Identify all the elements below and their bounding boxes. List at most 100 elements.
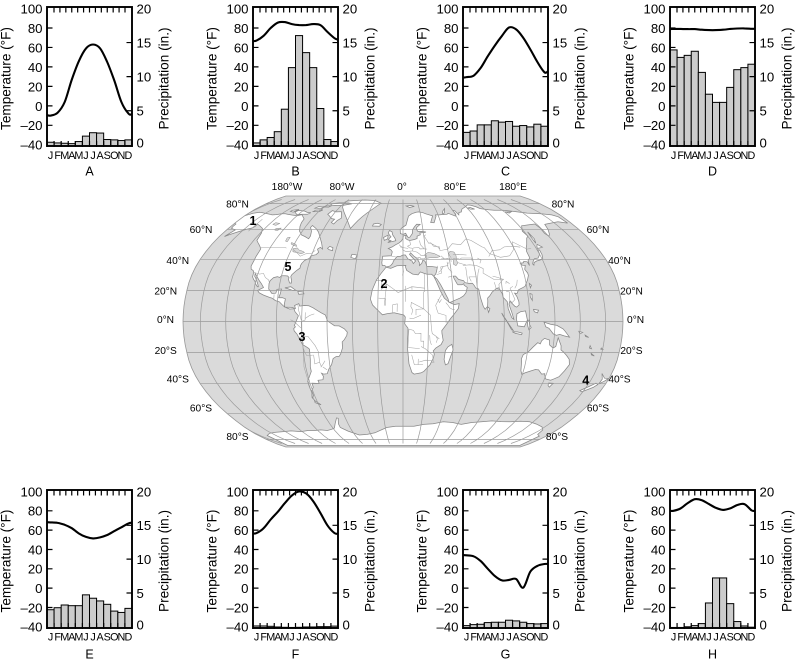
- svg-text:20: 20: [651, 79, 666, 94]
- svg-text:O: O: [316, 150, 324, 162]
- svg-text:M: M: [74, 632, 83, 644]
- svg-text:–20: –20: [436, 600, 458, 615]
- svg-text:D: D: [541, 150, 549, 162]
- svg-text:A: A: [720, 632, 728, 644]
- svg-text:100: 100: [643, 1, 665, 16]
- svg-text:80: 80: [28, 21, 43, 36]
- svg-text:M: M: [280, 150, 289, 162]
- svg-text:20: 20: [553, 484, 568, 499]
- svg-text:20: 20: [444, 79, 459, 94]
- svg-text:F: F: [54, 150, 61, 162]
- svg-text:J: J: [713, 150, 718, 162]
- svg-text:Precipitation (in.): Precipitation (in.): [157, 510, 172, 612]
- svg-text:M: M: [74, 150, 83, 162]
- svg-text:N: N: [533, 632, 541, 644]
- svg-text:J: J: [506, 150, 511, 162]
- svg-text:D: D: [331, 632, 339, 644]
- svg-text:1: 1: [250, 214, 257, 228]
- svg-text:80: 80: [651, 21, 666, 36]
- svg-text:J: J: [499, 150, 504, 162]
- svg-text:O: O: [316, 632, 324, 644]
- svg-text:–20: –20: [226, 600, 248, 615]
- svg-text:0: 0: [553, 136, 560, 151]
- svg-text:80: 80: [28, 504, 43, 519]
- svg-text:–40: –40: [20, 620, 42, 635]
- svg-text:J: J: [83, 632, 88, 644]
- svg-text:J: J: [48, 150, 53, 162]
- svg-text:15: 15: [760, 518, 775, 533]
- svg-text:0: 0: [343, 136, 350, 151]
- svg-text:20: 20: [28, 562, 43, 577]
- svg-text:A: A: [97, 632, 105, 644]
- svg-text:M: M: [476, 632, 485, 644]
- svg-text:J: J: [671, 632, 676, 644]
- svg-text:Temperature (°F): Temperature (°F): [205, 27, 220, 130]
- svg-text:5: 5: [285, 260, 292, 274]
- svg-text:S: S: [104, 150, 111, 162]
- svg-text:M: M: [476, 150, 485, 162]
- svg-text:40: 40: [28, 60, 43, 75]
- svg-text:10: 10: [553, 70, 568, 85]
- svg-text:10: 10: [760, 552, 775, 567]
- svg-text:C: C: [501, 165, 510, 179]
- svg-text:20°N: 20°N: [154, 287, 177, 298]
- svg-text:Precipitation (in.): Precipitation (in.): [780, 28, 795, 130]
- svg-text:A: A: [720, 150, 728, 162]
- svg-text:A: A: [97, 150, 105, 162]
- svg-text:100: 100: [20, 1, 42, 16]
- svg-text:80: 80: [444, 21, 459, 36]
- svg-text:O: O: [526, 632, 534, 644]
- svg-text:–20: –20: [20, 600, 42, 615]
- svg-text:N: N: [323, 632, 331, 644]
- svg-text:–20: –20: [436, 118, 458, 133]
- svg-text:D: D: [125, 632, 133, 644]
- svg-text:0: 0: [241, 99, 248, 114]
- svg-text:A: A: [484, 632, 492, 644]
- svg-text:D: D: [125, 150, 133, 162]
- svg-text:40: 40: [651, 60, 666, 75]
- svg-text:J: J: [48, 632, 53, 644]
- svg-text:80°N: 80°N: [552, 200, 575, 211]
- svg-text:20: 20: [28, 79, 43, 94]
- svg-text:0: 0: [137, 618, 144, 633]
- svg-text:N: N: [740, 150, 748, 162]
- svg-text:A: A: [513, 632, 521, 644]
- svg-text:–40: –40: [643, 138, 665, 153]
- svg-text:M: M: [280, 632, 289, 644]
- svg-text:N: N: [740, 632, 748, 644]
- svg-text:0: 0: [137, 136, 144, 151]
- svg-text:0°N: 0°N: [627, 315, 644, 326]
- svg-text:20: 20: [137, 484, 152, 499]
- svg-text:F: F: [54, 632, 61, 644]
- svg-text:M: M: [697, 150, 706, 162]
- svg-text:10: 10: [343, 70, 358, 85]
- svg-text:20: 20: [760, 484, 775, 499]
- svg-text:A: A: [85, 165, 94, 179]
- svg-text:100: 100: [643, 484, 665, 499]
- svg-text:Precipitation (in.): Precipitation (in.): [573, 510, 588, 612]
- svg-text:J: J: [499, 632, 504, 644]
- svg-text:4: 4: [582, 373, 589, 387]
- svg-text:D: D: [748, 632, 756, 644]
- svg-text:A: A: [274, 632, 282, 644]
- svg-text:60°N: 60°N: [190, 225, 213, 236]
- svg-text:60: 60: [234, 523, 249, 538]
- svg-text:80°S: 80°S: [546, 432, 568, 443]
- svg-text:O: O: [733, 150, 741, 162]
- svg-text:F: F: [677, 150, 684, 162]
- svg-text:–20: –20: [226, 118, 248, 133]
- svg-text:100: 100: [20, 484, 42, 499]
- svg-text:Temperature (°F): Temperature (°F): [415, 27, 430, 130]
- svg-text:M: M: [490, 632, 499, 644]
- svg-text:20°S: 20°S: [620, 346, 642, 357]
- svg-text:O: O: [110, 632, 118, 644]
- svg-text:0: 0: [35, 581, 42, 596]
- svg-text:5: 5: [137, 586, 144, 601]
- svg-text:J: J: [90, 150, 95, 162]
- svg-text:Temperature (°F): Temperature (°F): [622, 510, 637, 613]
- svg-text:0: 0: [241, 581, 248, 596]
- svg-text:J: J: [671, 150, 676, 162]
- svg-text:M: M: [266, 632, 275, 644]
- svg-text:–40: –40: [20, 138, 42, 153]
- svg-text:40: 40: [234, 542, 249, 557]
